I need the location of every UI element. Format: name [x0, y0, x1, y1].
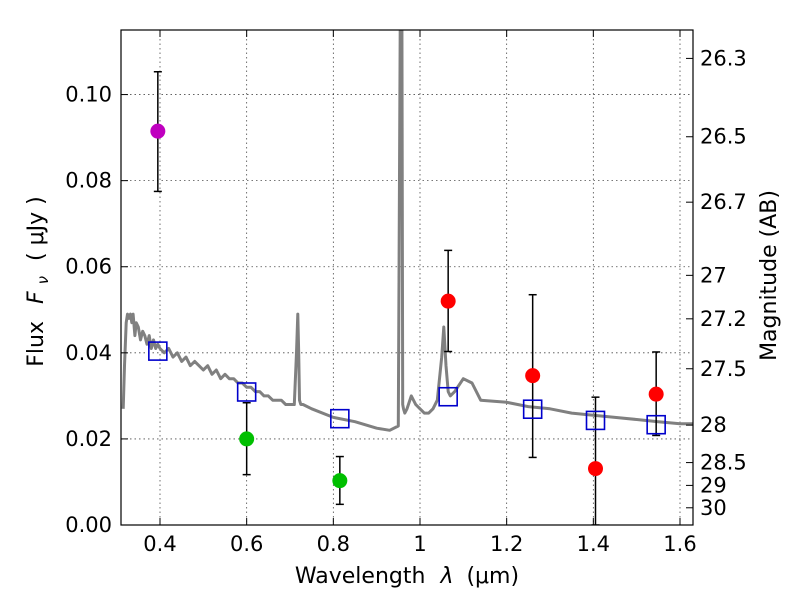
magnitude-tick-label: 26.3	[700, 46, 747, 70]
x-tick-label: 1.2	[490, 532, 523, 556]
model-point-square	[646, 414, 666, 435]
observed-point	[440, 293, 456, 309]
model-point-square	[236, 382, 257, 402]
magnitude-tick-label: 27	[700, 263, 727, 287]
magnitude-axis-label: Magnitude (AB)	[757, 190, 782, 361]
model-spectrum-layer	[121, 30, 693, 432]
magnitude-tick-label: 29	[700, 473, 727, 497]
magnitude-tick-label: 27.5	[700, 357, 747, 381]
grid-layer	[121, 30, 693, 526]
magnitude-tick-label: 28	[700, 413, 727, 437]
model-point-square	[148, 341, 168, 361]
y-tick-label: 0.00	[65, 513, 112, 537]
x-tick-label: 0.8	[317, 532, 350, 556]
model-point-square	[585, 410, 606, 431]
y-tick-label: 0.08	[65, 169, 112, 193]
x-tick-label: 0.4	[143, 532, 176, 556]
observed-point	[525, 368, 541, 384]
y-tick-label: 0.04	[65, 341, 112, 365]
points-layer	[148, 123, 666, 489]
x-tick-label: 1.6	[663, 532, 696, 556]
y-axis-label-symbol: F	[24, 291, 49, 304]
y-tick-label: 0.10	[65, 83, 112, 107]
y-tick-label: 0.06	[65, 255, 112, 279]
observed-point	[588, 461, 603, 477]
observed-point	[332, 473, 348, 489]
magnitude-tick-label: 28.5	[700, 451, 747, 475]
model-point-square	[438, 386, 458, 407]
y-axis-label: Flux F ν ( μJy )	[24, 196, 54, 366]
x-tick-label: 1	[413, 532, 426, 556]
observed-point	[648, 386, 664, 402]
model-point-square	[522, 399, 543, 420]
y-axis-label-subscript: ν	[34, 276, 52, 284]
model-spectrum-line	[121, 30, 693, 432]
magnitude-tick-label: 26.7	[700, 190, 747, 214]
observed-point	[239, 431, 255, 447]
plot-frame	[120, 29, 694, 526]
observed-point	[150, 123, 166, 139]
x-axis-label: Wavelength λ (μm)	[295, 564, 519, 589]
y-axis-label-prefix: Flux	[24, 321, 49, 367]
y-tick-label: 0.02	[65, 427, 112, 451]
x-axis-label-unit: (μm)	[466, 564, 519, 589]
model-point-square	[330, 408, 350, 429]
y-axis-label-unit: ( μJy )	[24, 196, 49, 261]
x-axis-label-prefix: Wavelength	[295, 564, 426, 589]
errorbar-layer	[153, 71, 661, 525]
x-axis-label-symbol: λ	[439, 564, 453, 589]
tick-layer: 0.4 0.6 0.8 1 1.2 1.4 1.6 0.00 0.02 0.04 0.06 0.08 0…	[65, 30, 747, 556]
x-tick-label: 0.6	[230, 532, 263, 556]
magnitude-tick-label: 30	[700, 496, 727, 520]
x-tick-label: 1.4	[577, 532, 610, 556]
magnitude-tick-label: 27.2	[700, 307, 747, 331]
magnitude-tick-label: 26.5	[700, 125, 747, 149]
